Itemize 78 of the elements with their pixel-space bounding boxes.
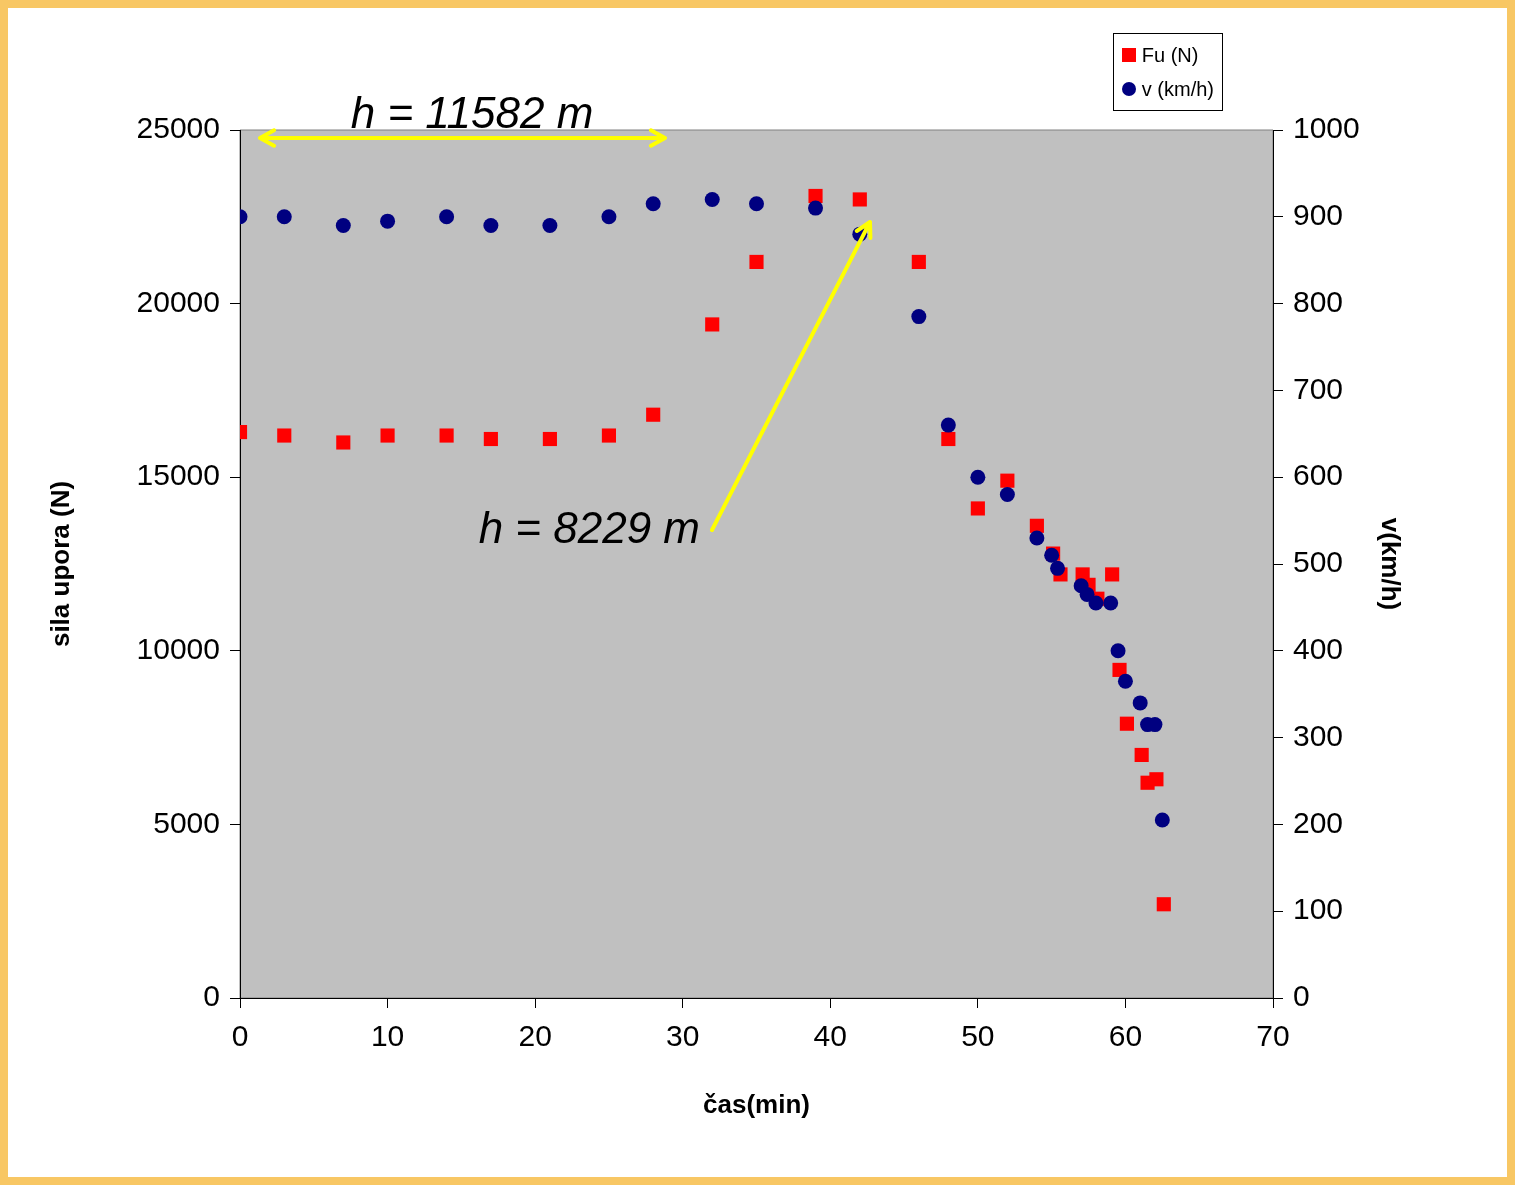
point xyxy=(1105,567,1120,582)
x-tick-label: 0 xyxy=(231,1019,249,1053)
legend-label: v (km/h) xyxy=(1141,77,1214,101)
point xyxy=(749,254,764,270)
y2-tick-label: 700 xyxy=(1293,371,1344,405)
x-tick-label: 60 xyxy=(1108,1019,1143,1053)
point xyxy=(1050,560,1066,576)
annotation: h = 8229 m xyxy=(478,503,700,552)
point xyxy=(380,213,396,229)
y2-tick-label: 200 xyxy=(1293,805,1344,839)
point xyxy=(1029,530,1045,546)
point xyxy=(1149,772,1164,787)
point xyxy=(601,209,617,225)
y2-tick-label: 0 xyxy=(1293,979,1310,1013)
point xyxy=(970,469,986,485)
x-tick-label: 50 xyxy=(961,1019,995,1053)
y-axis-title: sila upora (N) xyxy=(44,480,75,648)
point xyxy=(276,209,292,225)
y-tick-label: 0 xyxy=(203,979,220,1013)
x-tick-label: 20 xyxy=(518,1019,552,1053)
point xyxy=(1000,473,1015,488)
point xyxy=(483,431,498,447)
point xyxy=(940,417,956,433)
y2-tick-label: 100 xyxy=(1293,892,1344,926)
annotation: h = 11582 m xyxy=(350,88,594,137)
point xyxy=(1156,897,1171,912)
y2-tick-label: 800 xyxy=(1293,284,1344,318)
point xyxy=(911,254,926,270)
point xyxy=(970,501,985,516)
point xyxy=(999,487,1015,503)
y2-tick-label: 400 xyxy=(1293,632,1344,666)
point xyxy=(1103,595,1119,611)
point xyxy=(1134,747,1149,763)
point xyxy=(439,209,455,225)
x-axis-title: čas(min) xyxy=(703,1088,810,1119)
point xyxy=(646,407,661,422)
legend-label: Fu (N) xyxy=(1141,43,1199,67)
point xyxy=(380,428,395,443)
x-tick-label: 30 xyxy=(666,1019,700,1053)
point xyxy=(852,192,867,207)
point xyxy=(439,428,454,443)
point xyxy=(645,196,661,212)
y-tick-label: 15000 xyxy=(136,458,220,492)
point xyxy=(542,217,558,233)
y2-axis-title: v(km/h) xyxy=(1376,517,1407,611)
point xyxy=(808,200,824,216)
point xyxy=(911,309,927,325)
x-tick-label: 70 xyxy=(1256,1019,1290,1053)
y-tick-label: 5000 xyxy=(153,805,220,839)
y-tick-label: 25000 xyxy=(136,111,220,145)
point xyxy=(1112,662,1127,677)
point xyxy=(335,217,351,233)
y-tick-label: 20000 xyxy=(136,284,220,318)
point xyxy=(1110,643,1126,659)
y2-tick-label: 900 xyxy=(1293,198,1344,232)
y2-tick-label: 300 xyxy=(1293,718,1344,752)
point xyxy=(1119,716,1134,731)
y2-tick-label: 1000 xyxy=(1293,111,1360,145)
x-tick-label: 10 xyxy=(370,1019,405,1053)
point xyxy=(705,317,720,332)
point xyxy=(941,431,956,447)
y2-tick-label: 500 xyxy=(1293,545,1344,579)
point xyxy=(601,428,616,443)
point xyxy=(1117,673,1133,689)
point xyxy=(1154,812,1170,828)
y2-tick-label: 600 xyxy=(1293,458,1344,492)
point xyxy=(704,191,720,207)
point xyxy=(483,217,499,233)
point xyxy=(336,435,351,450)
point xyxy=(1029,518,1044,533)
point xyxy=(1088,595,1104,611)
point xyxy=(542,431,557,447)
y-tick-label: 10000 xyxy=(136,632,220,666)
point xyxy=(808,188,823,204)
x-tick-label: 40 xyxy=(813,1019,847,1053)
point xyxy=(1132,695,1148,711)
point xyxy=(277,428,292,443)
point xyxy=(749,196,764,212)
